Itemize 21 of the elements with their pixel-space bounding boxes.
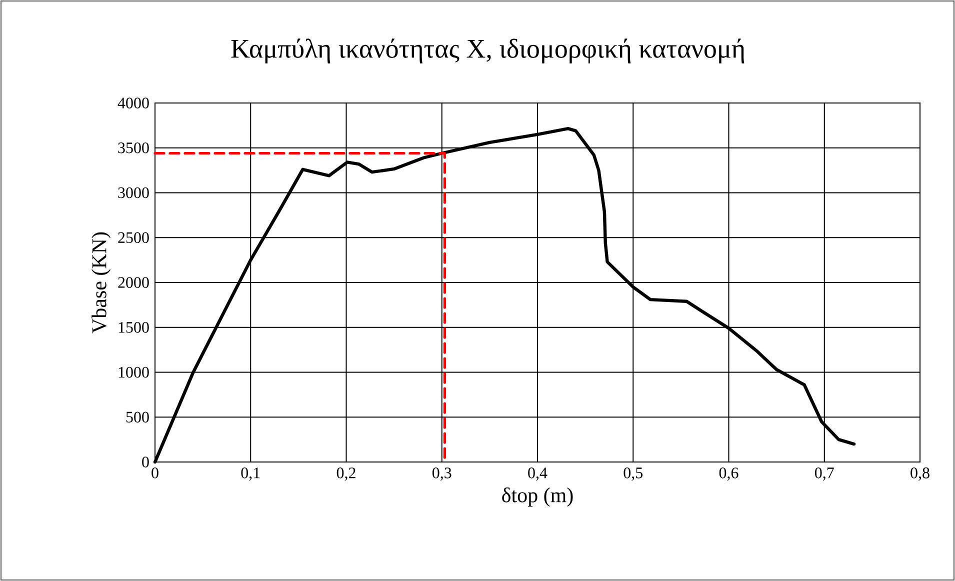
y-tick-label: 1000 xyxy=(118,366,149,378)
x-axis-title: δtop (m) xyxy=(502,487,573,507)
y-tick-label: 3000 xyxy=(118,187,149,198)
y-tick-label: 500 xyxy=(126,412,149,423)
x-tick-label: 0,5 xyxy=(624,468,642,481)
y-tick-label: 2000 xyxy=(118,277,149,288)
x-tick-label: 0,7 xyxy=(814,468,834,481)
x-tick-label: 0,3 xyxy=(432,468,452,481)
x-tick-label: 0,4 xyxy=(528,468,548,481)
x-tick-label: 0,8 xyxy=(910,468,930,481)
y-tick-label: 0 xyxy=(142,456,149,468)
x-tick-label: 0,1 xyxy=(241,468,260,481)
x-tick-label: 0,6 xyxy=(719,468,738,481)
y-tick-label: 2500 xyxy=(118,232,149,244)
chart-title: Καμπύλη ικανότητας X, ιδιομορφική κατανομή xyxy=(231,38,744,64)
x-tick-label: 0 xyxy=(152,468,158,478)
y-tick-label: 1500 xyxy=(118,322,149,333)
y-tick-label: 3500 xyxy=(118,142,149,154)
y-axis-title: Vbase (KN) xyxy=(92,232,111,334)
x-tick-label: 0,2 xyxy=(336,468,356,481)
y-tick-label: 4000 xyxy=(118,98,149,108)
